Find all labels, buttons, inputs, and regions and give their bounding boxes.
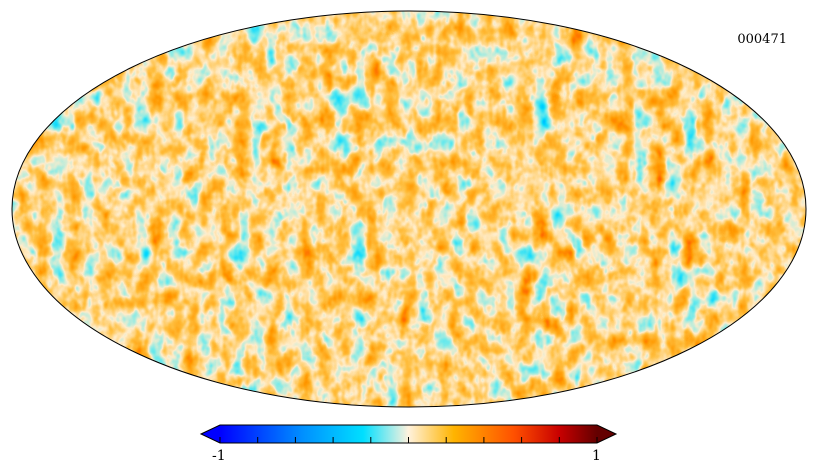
colorbar-extend-max: [597, 425, 616, 443]
cmb-field: [12, 11, 806, 407]
colorbar-ticks: [219, 437, 598, 443]
colorbar-body: [220, 425, 597, 443]
map-outline: [11, 10, 807, 408]
colorbar-max-label: 1: [592, 448, 601, 464]
colorbar: [199, 424, 618, 444]
colorbar-min-label: -1: [212, 448, 226, 464]
colorbar-extend-min: [201, 425, 220, 443]
map-id-label: 000471: [737, 32, 787, 47]
